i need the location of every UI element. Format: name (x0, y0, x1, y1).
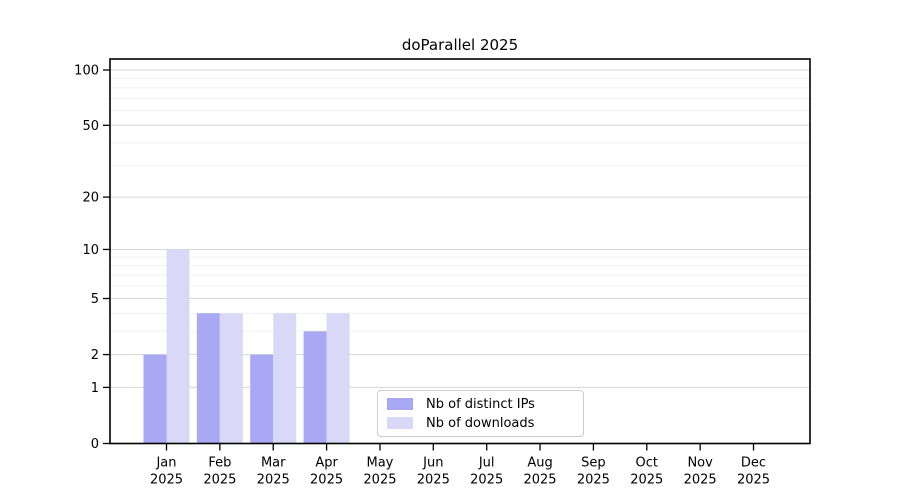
x-tick-label-year: 2025 (363, 473, 396, 488)
y-tick-label: 0 (91, 437, 99, 452)
x-tick-label-year: 2025 (150, 473, 183, 488)
bar-distinct-ips-feb (196, 313, 220, 444)
y-tick-label: 10 (82, 243, 99, 258)
y-tick-label: 50 (82, 119, 99, 134)
legend-swatch-distinct-ips-icon (387, 398, 413, 410)
x-tick-label-month: Oct (636, 456, 658, 471)
x-tick-label-month: Feb (208, 456, 231, 471)
y-tick-label: 2 (91, 348, 99, 363)
x-tick-label-year: 2025 (470, 473, 503, 488)
legend-label-distinct-ips: Nb of distinct IPs (426, 396, 535, 412)
legend-item-downloads: Nb of downloads (387, 416, 574, 431)
x-tick-label-year: 2025 (203, 473, 236, 488)
x-tick-label-year: 2025 (630, 473, 663, 488)
x-tick-label-year: 2025 (577, 473, 610, 488)
x-tick-label-year: 2025 (417, 473, 450, 488)
x-tick-label-month: Aug (527, 456, 552, 471)
legend-label-downloads: Nb of downloads (426, 415, 535, 431)
x-tick-label-month: May (367, 456, 394, 471)
legend: Nb of distinct IPs Nb of downloads (377, 390, 584, 437)
x-tick-label-year: 2025 (737, 473, 770, 488)
x-tick-label-year: 2025 (684, 473, 717, 488)
x-tick-label-month: Sep (581, 456, 606, 471)
legend-item-distinct-ips: Nb of distinct IPs (387, 397, 574, 412)
bar-distinct-ips-apr (303, 331, 327, 444)
x-tick-label-month: Jul (478, 456, 495, 471)
legend-swatch-downloads-icon (387, 417, 413, 429)
chart-title: doParallel 2025 (401, 36, 519, 54)
x-tick-label-month: Dec (741, 456, 766, 471)
bar-downloads-apr (326, 313, 350, 444)
y-tick-label: 5 (91, 292, 99, 307)
bar-downloads-jan (166, 249, 190, 444)
x-tick-label-month: Apr (315, 456, 338, 471)
bar-distinct-ips-mar (250, 354, 274, 444)
bar-distinct-ips-jan (143, 354, 167, 444)
x-tick-label-month: Jan (155, 456, 176, 471)
bar-downloads-mar (273, 313, 297, 444)
plot-frame (109, 58, 811, 445)
bar-downloads-feb (219, 313, 243, 444)
y-tick-label: 20 (82, 191, 99, 206)
x-tick-label-month: Jun (422, 456, 443, 471)
x-tick-label-month: Mar (261, 456, 286, 471)
y-tick-label: 100 (74, 64, 99, 79)
x-tick-label-month: Nov (687, 456, 713, 471)
y-tick-label: 1 (91, 381, 99, 396)
x-tick-label-year: 2025 (523, 473, 556, 488)
x-tick-label-year: 2025 (310, 473, 343, 488)
x-tick-label-year: 2025 (257, 473, 290, 488)
